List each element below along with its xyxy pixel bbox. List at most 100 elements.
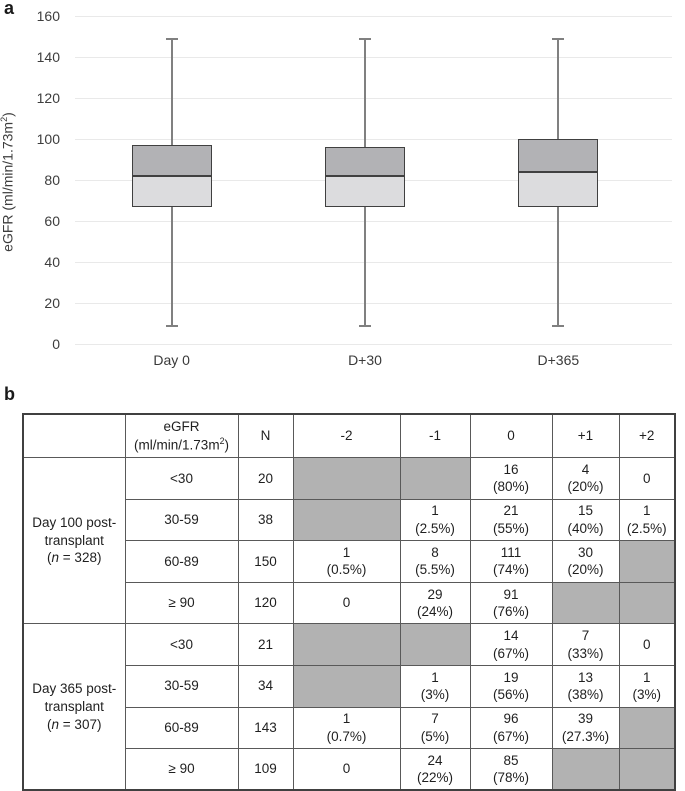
delta-cell-shaded: [399, 623, 471, 666]
delta-cell: 0: [292, 581, 401, 625]
delta-cell-shaded: [292, 623, 401, 666]
whisker-cap: [165, 324, 178, 327]
delta-cell: 13 (38%): [551, 664, 620, 708]
delta-cell: 15 (40%): [551, 498, 620, 542]
delta-cell: 1 (3%): [399, 664, 471, 708]
delta-cell-shaded: [292, 664, 401, 708]
delta-cell: 1 (0.7%): [292, 706, 401, 750]
egfr-range-cell: 60-89: [124, 706, 239, 750]
delta-cell-shaded: [292, 498, 401, 542]
header-cell: -2: [292, 413, 401, 458]
header-cell: +2: [618, 413, 676, 458]
n-count-cell: 34: [237, 664, 294, 708]
header-cell: eGFR (ml/min/1.73m2): [124, 413, 239, 458]
delta-cell-shaded: [618, 748, 676, 791]
table-row: Day 365 post-transplant (n = 307) <30 21 14(…: [22, 623, 676, 791]
delta-cell: 1 (3%): [618, 664, 676, 708]
n-count-cell: 120: [237, 581, 294, 625]
delta-cell: 24 (22%): [399, 748, 471, 791]
grid-line: [75, 261, 672, 263]
box-upper-half: [326, 148, 404, 176]
egfr-table: eGFR (ml/min/1.73m2) N -2 -1 0 +1 +2 Day 100 po…: [22, 413, 676, 791]
table-row: 30-59 38 1 (2.5%) 21 (55%) 15 (40%) 1 (2.5%): [23, 498, 676, 542]
delta-cell-shaded: [618, 706, 676, 750]
delta-cell-shaded: [618, 581, 676, 625]
y-tick-label: 120: [36, 90, 60, 106]
n-count-cell: 20: [237, 457, 294, 500]
delta-cell-shaded: [551, 581, 620, 625]
grid-line: [75, 97, 672, 99]
y-tick-label: 20: [44, 295, 60, 311]
n-count-cell: 143: [237, 706, 294, 750]
table-header-row: eGFR (ml/min/1.73m2) N -2 -1 0 +1 +2: [22, 413, 676, 458]
header-cell: +1: [551, 413, 620, 458]
y-tick-label: 160: [36, 8, 60, 24]
box: [518, 139, 599, 207]
delta-cell: 39 (27.3%): [551, 706, 620, 750]
plot-area: [75, 15, 672, 345]
group-label-cell: Day 365 post-transplant (n = 307): [22, 623, 126, 791]
box-upper-half: [519, 140, 598, 172]
box-upper-half: [132, 146, 211, 176]
median-line: [325, 174, 405, 177]
table-row: 60-89 143 1 (0.7%) 7 (5%) 96 (67%) 39 (27.3%): [23, 706, 676, 750]
egfr-range-cell: ≥ 90: [124, 748, 239, 791]
delta-cell: 7 (33%): [551, 623, 620, 666]
n-count-cell: 21: [237, 623, 294, 666]
grid-line: [75, 15, 672, 17]
delta-cell: 1 (2.5%): [618, 498, 676, 542]
whisker-cap: [552, 324, 565, 327]
egfr-range-cell: 60-89: [124, 540, 239, 583]
delta-cell: 4 (20%): [551, 457, 620, 500]
box: [325, 147, 405, 207]
n-count-cell: 38: [237, 498, 294, 542]
delta-cell: 91 (76%): [469, 581, 553, 625]
grid-line: [75, 302, 672, 304]
x-category-label: D+365: [537, 352, 580, 368]
y-tick-label: 0: [52, 336, 60, 352]
delta-cell-shaded: [292, 457, 401, 500]
delta-cell-shaded: [399, 457, 471, 500]
table-header: eGFR (ml/min/1.73m2) N -2 -1 0 +1 +2: [22, 413, 676, 458]
whisker-cap: [359, 324, 371, 327]
delta-cell: 14 (67%): [469, 623, 553, 666]
n-count-cell: 109: [237, 748, 294, 791]
delta-cell: 16 (80%): [469, 457, 553, 500]
y-tick-label: 80: [44, 172, 60, 188]
y-tick-label: 100: [36, 131, 60, 147]
delta-cell: 7 (5%): [399, 706, 471, 750]
delta-cell: 111 (74%): [469, 540, 553, 583]
table-body: Day 100 post-transplant (n = 328) <30 20 16(…: [22, 456, 676, 791]
y-tick-label: 40: [44, 254, 60, 270]
delta-cell: 0: [618, 623, 676, 666]
delta-cell: 29 (24%): [399, 581, 471, 625]
x-category-label: D+30: [348, 352, 382, 368]
delta-cell: 0: [292, 748, 401, 791]
table-row: 30-59 34 1 (3%) 19 (56%) 13 (38%) 1 (3%): [23, 664, 676, 708]
whisker-cap: [359, 37, 371, 40]
delta-cell: 30 (20%): [551, 540, 620, 583]
egfr-range-cell: <30: [124, 623, 239, 666]
delta-cell: 19 (56%): [469, 664, 553, 708]
egfr-range-cell: ≥ 90: [124, 581, 239, 625]
group-label-cell: Day 100 post-transplant (n = 328): [22, 456, 126, 625]
x-axis-labels: Day 0 D+30 D+365: [75, 352, 672, 372]
egfr-range-cell: 30-59: [124, 498, 239, 542]
y-axis-ticks: 0 20 40 60 80 100 120 140 160: [0, 8, 60, 352]
grid-line: [75, 56, 672, 58]
delta-cell: 21 (55%): [469, 498, 553, 542]
panel-b-label: b: [4, 384, 15, 404]
grid-line: [75, 138, 672, 140]
y-tick-label: 60: [44, 213, 60, 229]
grid-line: [75, 343, 672, 345]
header-cell: 0: [469, 413, 553, 458]
panel-a-label: a: [4, 0, 15, 18]
whisker-cap: [165, 37, 178, 40]
header-cell: -1: [399, 413, 471, 458]
delta-cell: 85 (78%): [469, 748, 553, 791]
delta-cell: 96 (67%): [469, 706, 553, 750]
delta-cell: 1 (0.5%): [292, 540, 401, 583]
n-count-cell: 150: [237, 540, 294, 583]
median-line: [131, 174, 212, 177]
